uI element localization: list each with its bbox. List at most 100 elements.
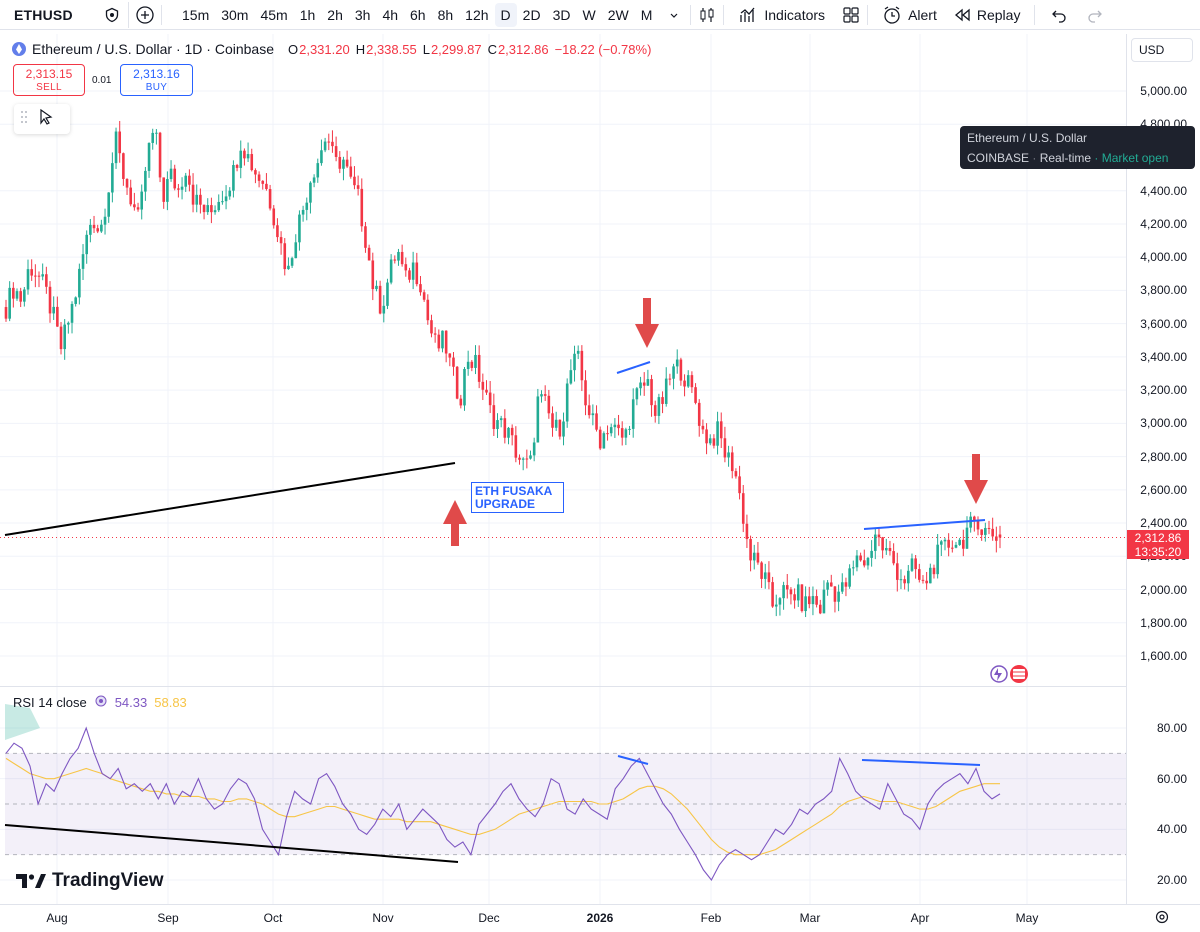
candle-body [441, 330, 444, 349]
currency-selector[interactable]: USD [1131, 38, 1193, 62]
price-tick-label: 3,800.00 [1140, 283, 1187, 298]
candle-body [235, 165, 239, 168]
last-price-value: 2,312.86 [1134, 531, 1182, 545]
timeframe-d[interactable]: D [494, 2, 517, 27]
candle-body [826, 582, 829, 590]
candle-body [81, 254, 85, 269]
candle-body [8, 287, 11, 319]
timeframe-30m[interactable]: 30m [221, 6, 249, 23]
candlestick-type-icon[interactable] [697, 5, 717, 25]
tradingview-logo[interactable]: TradingView [16, 870, 164, 892]
timeframe-2h[interactable]: 2h [327, 6, 343, 23]
time-tick-label: 2026 [586, 911, 614, 925]
price-resistance-line-1 [616, 361, 651, 374]
candle-body [943, 539, 947, 542]
candle-body [672, 366, 675, 379]
rsi-settings-icon[interactable] [94, 694, 108, 711]
timeframe-2w[interactable]: 2W [607, 6, 629, 23]
candle-body [492, 405, 496, 429]
timeframe-45m[interactable]: 45m [260, 6, 288, 23]
candle-body [653, 405, 657, 416]
legend-title: Ethereum / U.S. Dollar · 1D · Coinbase [32, 41, 274, 57]
candle-body [404, 264, 408, 271]
time-axis-settings-icon[interactable] [1154, 909, 1170, 930]
candle-body [488, 392, 492, 406]
drag-handle-icon[interactable] [20, 110, 28, 129]
candle-body [631, 399, 635, 429]
time-tick-label: Mar [799, 911, 821, 925]
indicators-button[interactable]: Indicators [730, 2, 833, 28]
candle-body [452, 357, 455, 367]
alert-button[interactable]: Alert [874, 2, 945, 28]
buy-button[interactable]: 2,313.16 BUY [120, 64, 193, 96]
candle-body [41, 274, 44, 277]
time-tick-label: Dec [478, 911, 500, 925]
add-symbol-icon[interactable] [135, 5, 155, 25]
timeframe-3d[interactable]: 3D [552, 6, 571, 23]
symbol-search[interactable]: ETHUSD [2, 1, 129, 28]
candle-body [151, 132, 155, 143]
timeframe-8h[interactable]: 8h [437, 6, 454, 23]
candle-body [147, 142, 151, 171]
candle-body [455, 366, 459, 399]
candle-body [562, 421, 565, 437]
candle-body [188, 175, 191, 185]
timeframe-15m[interactable]: 15m [182, 6, 210, 23]
time-axis[interactable]: Aug Sep Oct Nov Dec 2026 Feb Mar Apr May [0, 904, 1200, 932]
candle-body [521, 458, 525, 460]
price-tick-label: 2,600.00 [1140, 482, 1187, 497]
pane-separator[interactable] [0, 686, 1126, 687]
timeframe-12h[interactable]: 12h [465, 6, 489, 23]
time-tick-label: Oct [263, 911, 283, 925]
legend-open: 2,331.20 [299, 41, 350, 57]
candle-body [45, 274, 48, 287]
chevron-down-icon[interactable] [664, 5, 684, 25]
candle-body [965, 527, 969, 549]
layouts-icon[interactable] [841, 5, 861, 25]
candle-body [694, 387, 697, 403]
candle-body [565, 383, 569, 422]
candle-body [881, 537, 884, 551]
replay-button[interactable]: Replay [945, 2, 1029, 28]
candle-body [279, 237, 283, 244]
candle-body [389, 259, 393, 283]
candle-body [991, 528, 994, 537]
candle-body [510, 427, 514, 436]
candle-body [184, 175, 188, 187]
candle-body [166, 179, 169, 202]
timeframe-w[interactable]: W [582, 6, 596, 23]
candle-body [954, 544, 958, 548]
timeframe-1h[interactable]: 1h [299, 6, 316, 23]
candle-body [870, 550, 873, 558]
timeframe-4h[interactable]: 4h [382, 6, 399, 23]
shield-icon[interactable] [102, 5, 122, 25]
candle-body [191, 184, 195, 205]
undo-icon[interactable] [1049, 5, 1069, 25]
candle-body [976, 520, 980, 530]
rsi-tick-label: 40.00 [1156, 822, 1187, 837]
candle-body [34, 275, 37, 277]
candle-body [995, 536, 998, 541]
timeframe-2d[interactable]: 2D [522, 6, 541, 23]
candle-body [719, 421, 723, 439]
legend-high: 2,338.55 [366, 41, 417, 57]
fusaka-annotation[interactable]: ETH FUSAKA UPGRADE [471, 482, 564, 513]
cursor-icon[interactable] [38, 108, 54, 131]
candle-body [914, 558, 917, 570]
price-axis[interactable]: 5,000.00 4,800.00 4,400.00 4,200.00 4,000.00… [1126, 34, 1200, 904]
candle-body [734, 471, 738, 477]
candle-body [85, 234, 88, 255]
timeframe-3h[interactable]: 3h [354, 6, 371, 23]
timeframe-6h[interactable]: 6h [410, 6, 426, 23]
timeframe-m[interactable]: M [640, 6, 653, 23]
candle-body [811, 596, 815, 605]
legend-low: 2,299.87 [430, 41, 482, 57]
sell-button[interactable]: 2,313.15 SELL [13, 64, 85, 96]
candle-body [921, 579, 925, 581]
price-tick-label: 3,000.00 [1140, 416, 1187, 431]
candle-body [444, 330, 448, 354]
redo-icon[interactable] [1085, 5, 1105, 25]
candle-body [815, 596, 818, 605]
candle-body [892, 551, 895, 564]
